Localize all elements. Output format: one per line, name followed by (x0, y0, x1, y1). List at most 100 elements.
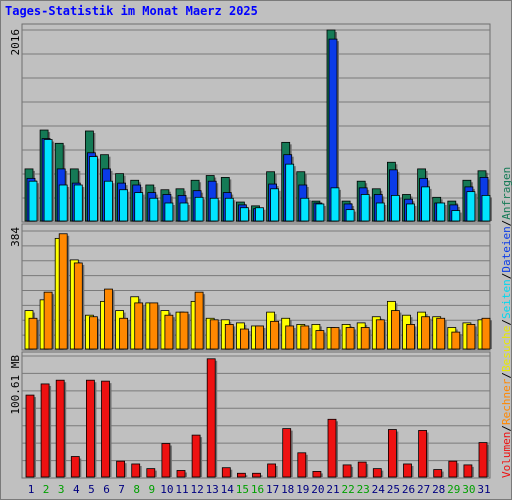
x-tick-label-day-10: 10 (160, 483, 173, 496)
bar-volumen-day-23 (357, 461, 367, 478)
bar-seiten-day-11 (179, 202, 189, 222)
bar-volumen-day-14 (221, 467, 231, 478)
bar-volumen-day-5 (86, 379, 95, 478)
x-tick-label-day-17: 17 (266, 483, 279, 496)
x-tick-label-day-31: 31 (477, 483, 490, 496)
bar-seiten-day-6 (104, 180, 113, 222)
bar-volumen-day-18 (282, 428, 292, 478)
bar-volumen-day-25 (387, 429, 397, 478)
bar-seiten-day-10 (164, 202, 174, 222)
bar-seiten-day-17 (270, 188, 280, 222)
bar-seiten-day-19 (300, 197, 310, 222)
x-tick-label-day-30: 30 (462, 483, 475, 496)
x-tick-label-day-6: 6 (103, 483, 110, 496)
x-tick-label-day-3: 3 (58, 483, 65, 496)
bar-volumen-day-10 (161, 443, 171, 478)
bar-seiten-day-23 (360, 194, 370, 222)
bar-volumen-day-8 (131, 463, 141, 478)
legend-besuche: Besuche (500, 326, 512, 372)
x-tick-label-day-7: 7 (118, 483, 125, 496)
bar-seiten-day-21 (330, 187, 340, 222)
bar-volumen-day-29 (448, 460, 458, 478)
bar-seiten-day-16 (255, 207, 264, 222)
bar-volumen-day-19 (297, 452, 307, 478)
bar-rechner-day-12 (194, 291, 204, 350)
x-tick-label-day-18: 18 (281, 483, 294, 496)
bar-volumen-day-2 (40, 383, 50, 478)
bar-rechner-day-18 (285, 325, 295, 350)
bar-rechner-day-4 (73, 262, 83, 350)
bar-rechner-day-17 (270, 320, 280, 350)
legend-sep-4: / (500, 273, 512, 280)
x-tick-label-day-14: 14 (221, 483, 235, 496)
bar-volumen-day-11 (176, 470, 186, 478)
bar-volumen-day-21 (327, 418, 337, 478)
x-tick-label-day-24: 24 (372, 483, 386, 496)
bar-volumen-day-16 (252, 472, 261, 478)
bar-seiten-day-15 (239, 207, 249, 222)
bar-rechner-day-28 (436, 317, 446, 350)
bar-seiten-day-31 (481, 195, 491, 222)
bar-seiten-day-9 (149, 197, 159, 222)
legend-rechner: Rechner (500, 378, 512, 425)
bar-volumen-day-27 (418, 430, 428, 478)
bar-rechner-day-13 (209, 319, 219, 350)
x-tick-label-day-8: 8 (133, 483, 140, 496)
bar-volumen-day-12 (191, 434, 201, 478)
x-tick-label-day-28: 28 (432, 483, 445, 496)
bar-rechner-day-23 (360, 327, 370, 350)
bar-rechner-day-9 (149, 302, 159, 350)
bar-rechner-day-15 (239, 328, 249, 350)
bar-seiten-day-18 (285, 163, 295, 222)
bar-seiten-day-26 (406, 203, 415, 222)
x-tick-label-day-26: 26 (402, 483, 415, 496)
bar-rechner-day-26 (406, 324, 415, 350)
bar-seiten-day-4 (73, 184, 83, 222)
bar-seiten-day-2 (43, 139, 53, 222)
legend-dateien: Dateien (500, 226, 512, 272)
bar-volumen-day-4 (70, 456, 80, 478)
chart-title: Tages-Statistik im Monat Maerz 2025 (5, 4, 258, 18)
bar-rechner-day-14 (224, 324, 234, 350)
bar-rechner-day-31 (481, 317, 491, 350)
bar-seiten-day-8 (134, 192, 144, 222)
bar-seiten-day-5 (89, 156, 98, 222)
x-tick-label-day-23: 23 (357, 483, 370, 496)
x-tick-label-day-2: 2 (43, 483, 50, 496)
bar-rechner-day-21 (330, 327, 340, 350)
legend-seiten: Seiten (500, 279, 512, 319)
x-tick-label-day-27: 27 (417, 483, 430, 496)
legend-sep-2: / (500, 372, 512, 379)
bar-volumen-day-15 (236, 472, 246, 478)
bar-rechner-day-20 (315, 330, 325, 350)
bar-seiten-day-27 (421, 186, 431, 222)
legend-sep-3: / (500, 319, 512, 326)
bar-rechner-day-24 (375, 319, 385, 350)
bar-seiten-day-7 (119, 189, 128, 222)
bar-volumen-day-3 (55, 379, 65, 478)
bar-seiten-day-25 (390, 195, 400, 222)
bar-seiten-day-22 (345, 209, 355, 222)
bar-rechner-day-6 (104, 288, 113, 350)
bar-rechner-day-25 (390, 310, 400, 350)
bar-volumen-day-13 (206, 358, 216, 478)
legend-anfragen: Anfragen (500, 167, 512, 220)
legend-sep-5: / (500, 220, 512, 227)
x-tick-label-day-19: 19 (296, 483, 309, 496)
bar-seiten-day-20 (315, 203, 325, 222)
bar-seiten-day-1 (28, 180, 38, 222)
bar-volumen-day-22 (342, 464, 352, 478)
bar-rechner-day-22 (345, 327, 355, 350)
bar-rechner-day-5 (89, 316, 98, 350)
x-tick-label-day-16: 16 (251, 483, 264, 496)
bar-rechner-day-29 (451, 331, 461, 350)
x-tick-label-day-1: 1 (28, 483, 35, 496)
bar-rechner-day-8 (134, 302, 144, 350)
bar-volumen-day-24 (372, 468, 382, 478)
bar-rechner-day-3 (58, 233, 68, 350)
x-tick-label-day-20: 20 (311, 483, 324, 496)
x-tick-label-day-4: 4 (73, 483, 80, 496)
bar-volumen-day-17 (267, 463, 277, 478)
bar-volumen-day-30 (463, 464, 473, 478)
